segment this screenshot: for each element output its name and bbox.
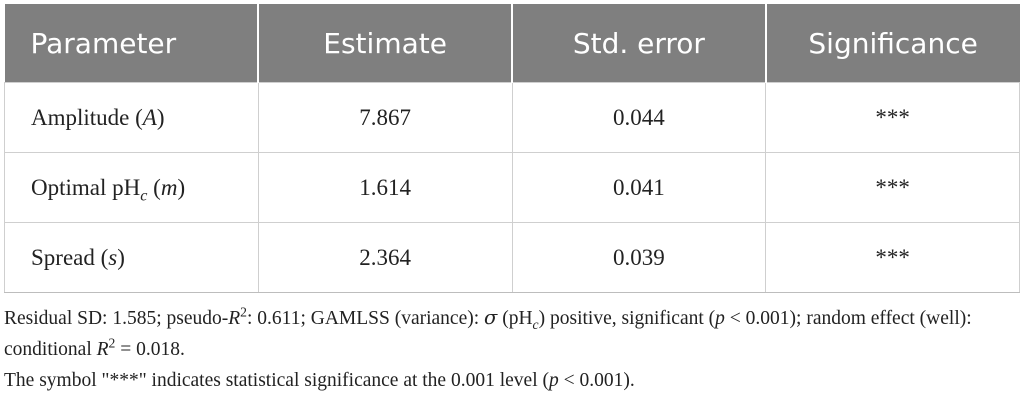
estimate-cell: 7.867 xyxy=(257,82,513,153)
header-cell: Estimate xyxy=(257,4,512,83)
estimate-cell: 2.364 xyxy=(257,222,513,293)
text: : 0.611; GAMLSS (variance): xyxy=(247,308,485,329)
results-table: Parameter Estimate Std. error Significan… xyxy=(4,4,1020,293)
text: Amplitude ( xyxy=(31,104,143,130)
symbol: p xyxy=(548,370,559,391)
text: ) xyxy=(177,174,186,200)
text: < 0.001). xyxy=(558,370,635,391)
text: Residual SD: 1.585; pseudo- xyxy=(4,308,229,329)
symbol: R xyxy=(228,308,241,329)
table-row: Amplitude (A) 7.867 0.044 *** xyxy=(4,82,1020,153)
table-notes: Residual SD: 1.585; pseudo-R2: 0.611; GA… xyxy=(4,302,1020,396)
header-cell: Significance xyxy=(764,4,1020,83)
parameter-cell: Optimal pHc (m) xyxy=(4,152,259,223)
table-row: Optimal pHc (m) 1.614 0.041 *** xyxy=(4,152,1020,223)
symbol: R xyxy=(96,339,109,360)
parameter-cell: Amplitude (A) xyxy=(4,82,259,153)
text: The symbol "***" indicates statistical s… xyxy=(4,370,549,391)
table-row: Spread (s) 2.364 0.039 *** xyxy=(4,222,1020,293)
estimate-cell: 1.614 xyxy=(257,152,513,223)
significance-cell: *** xyxy=(765,222,1020,293)
superscript: 2 xyxy=(108,335,116,351)
text: Optimal pH xyxy=(31,174,141,200)
std-error-cell: 0.039 xyxy=(511,222,767,293)
text: ) xyxy=(117,244,125,270)
superscript: 2 xyxy=(240,304,247,320)
text: < 0.001); random effect (well): conditio… xyxy=(4,308,972,360)
parameter-cell: Spread (s) xyxy=(4,222,259,293)
symbol: s xyxy=(108,244,118,270)
text: ) xyxy=(156,104,165,130)
text: = 0.018. xyxy=(115,339,185,360)
symbol: m xyxy=(160,174,178,200)
text: ( xyxy=(147,174,161,200)
subscript: c xyxy=(532,316,539,332)
symbol: σ xyxy=(484,306,498,329)
significance-cell: *** xyxy=(765,82,1020,153)
header-cell: Parameter xyxy=(4,4,259,83)
text: Spread ( xyxy=(31,244,109,270)
subscript: c xyxy=(140,187,148,205)
note: Residual SD: 1.585; pseudo-R2: 0.611; GA… xyxy=(4,302,1020,365)
text: (pH xyxy=(497,308,533,329)
symbol: A xyxy=(142,104,157,130)
note: The symbol "***" indicates statistical s… xyxy=(4,365,1020,396)
header-row: Parameter Estimate Std. error Significan… xyxy=(4,4,1020,83)
std-error-cell: 0.041 xyxy=(511,152,767,223)
significance-cell: *** xyxy=(765,152,1020,223)
text: ) positive, significant ( xyxy=(538,308,716,329)
std-error-cell: 0.044 xyxy=(511,82,767,153)
header-cell: Std. error xyxy=(511,4,766,83)
symbol: p xyxy=(715,308,725,329)
